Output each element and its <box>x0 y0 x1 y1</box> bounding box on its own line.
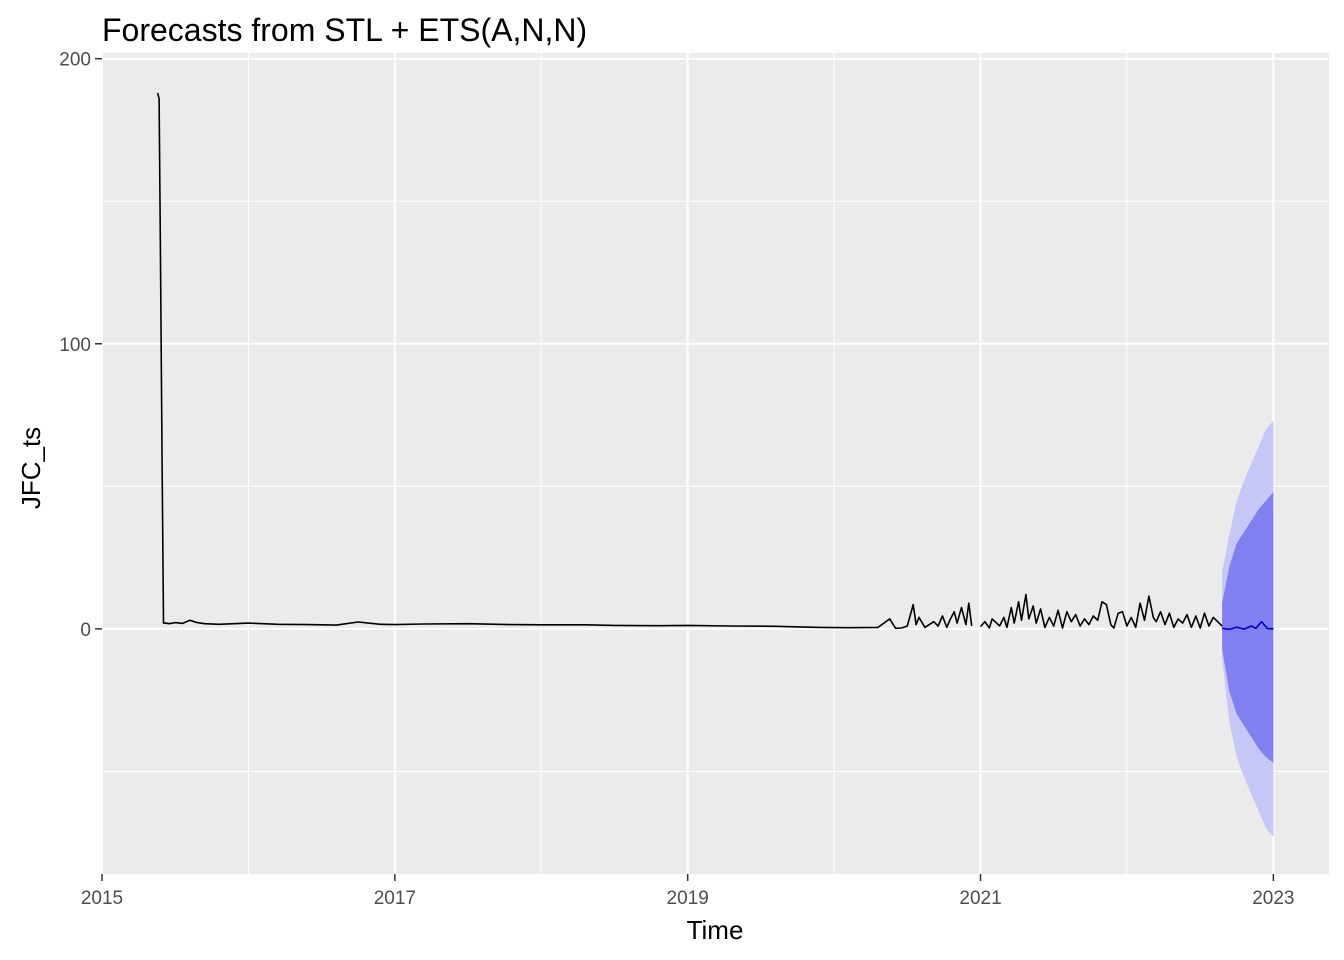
plot-panel <box>102 53 1329 874</box>
y-axis: 0 100 200 <box>59 50 102 641</box>
x-tick-label: 2015 <box>81 888 123 909</box>
y-tick-label: 0 <box>80 620 91 641</box>
x-tick-label: 2019 <box>667 888 709 909</box>
x-tick-label: 2023 <box>1252 888 1294 909</box>
x-tick-label: 2021 <box>959 888 1001 909</box>
grid-major <box>101 53 1329 874</box>
y-tick-label: 100 <box>59 335 91 356</box>
y-tick-label: 200 <box>59 50 91 71</box>
x-axis: 2015 2017 2019 2021 2023 <box>81 874 1295 909</box>
chart-title: Forecasts from STL + ETS(A,N,N) <box>102 12 587 48</box>
grid-minor <box>102 53 1329 874</box>
observed-line <box>156 92 1223 630</box>
x-tick-label: 2017 <box>374 888 416 909</box>
series-lines <box>156 92 1274 631</box>
y-axis-title: JFC_ts <box>16 427 46 509</box>
forecast-line <box>1221 620 1274 631</box>
x-axis-title: Time <box>687 915 744 945</box>
